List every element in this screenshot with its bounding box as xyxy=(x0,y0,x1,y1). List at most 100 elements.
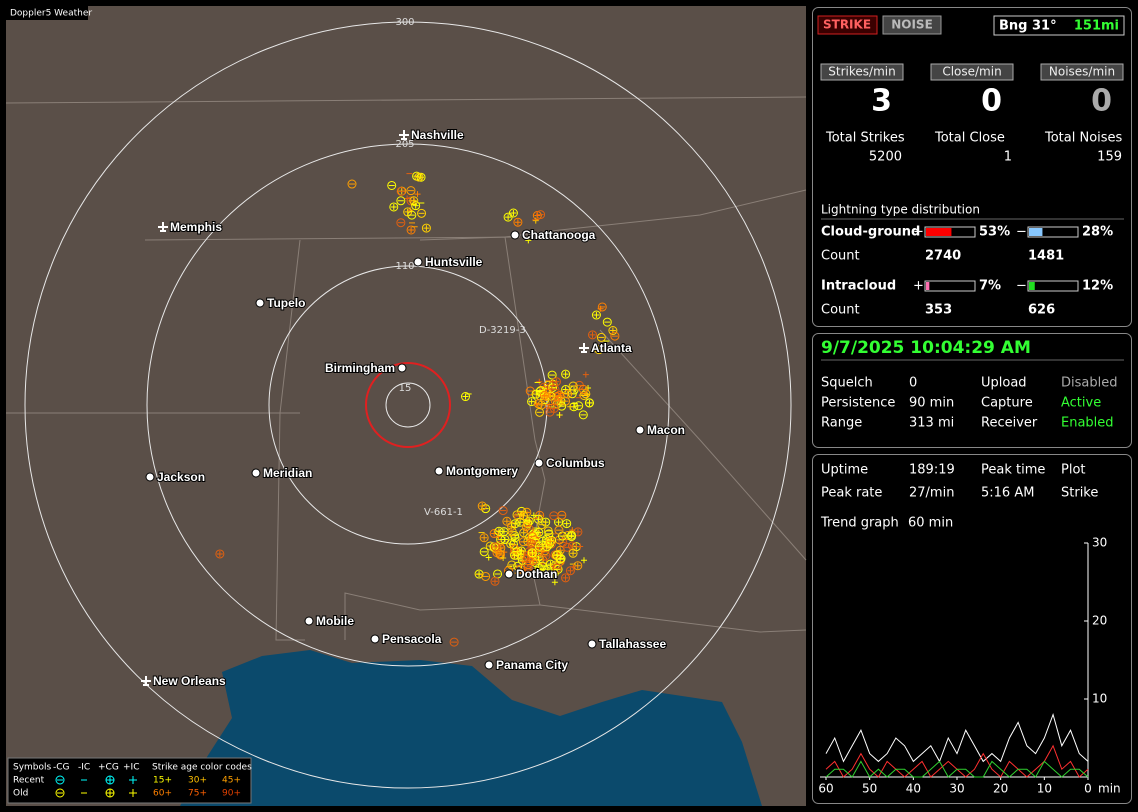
strike-symbol xyxy=(500,554,507,561)
strike-sign xyxy=(552,397,559,404)
strike-ring xyxy=(490,542,500,552)
city-label: Dothan xyxy=(516,567,557,581)
strike-symbol xyxy=(610,331,620,341)
strike-ring xyxy=(215,549,225,559)
strike-symbol xyxy=(568,381,578,391)
strike-ring xyxy=(602,317,612,327)
strike-ring xyxy=(534,527,544,537)
strike-symbol xyxy=(602,317,612,327)
city-dot xyxy=(413,257,423,267)
strike-sign xyxy=(555,519,562,526)
strike-sign xyxy=(593,312,600,319)
setting-text: Enabled xyxy=(1061,416,1114,431)
city-label: Birmingham xyxy=(325,361,395,375)
strike-ring xyxy=(579,391,589,401)
stat-text: Peak time xyxy=(981,463,1045,478)
strike-ring xyxy=(547,370,557,380)
strike-sign xyxy=(526,518,533,525)
strike-symbol xyxy=(551,579,558,586)
strike-sign xyxy=(538,402,545,409)
city-label: Jackson xyxy=(157,470,205,484)
strike-symbol xyxy=(406,186,416,196)
strike-symbol xyxy=(521,522,531,532)
strike-symbol xyxy=(547,370,557,380)
strike-ring xyxy=(479,547,489,557)
bar-track xyxy=(924,280,976,292)
strike-symbol xyxy=(534,541,544,551)
strike-sign xyxy=(390,203,397,210)
rate-header: Noises/min xyxy=(1049,65,1115,79)
count-label: Count xyxy=(821,249,860,264)
total-label: Total Noises xyxy=(1044,131,1123,146)
strike-symbol xyxy=(545,536,555,546)
strike-symbol xyxy=(549,511,559,521)
strike-symbol xyxy=(537,561,547,571)
strike-button-label[interactable]: STRIKE xyxy=(823,18,871,32)
strike-ring xyxy=(539,391,549,401)
strike-symbol xyxy=(495,533,502,540)
strike-sign xyxy=(500,554,507,561)
strike-sign xyxy=(595,346,602,353)
strike-symbol xyxy=(449,637,459,647)
noise-button-label[interactable]: NOISE xyxy=(891,18,933,32)
distribution: Cloud-ground+ −53% 28%Count 2740 1481Intracl… xyxy=(821,225,1113,318)
sign: + xyxy=(913,225,924,240)
legend-text: Recent xyxy=(13,776,45,786)
strike-symbol xyxy=(561,369,571,379)
distribution-title: Lightning type distribution xyxy=(821,203,980,217)
city-dot xyxy=(370,634,380,644)
strike-ring xyxy=(578,410,588,420)
strike-sign xyxy=(557,556,564,563)
ring-label: 205 xyxy=(395,139,414,150)
strike-symbol xyxy=(490,542,500,552)
strike-symbol xyxy=(510,519,520,529)
city-label: Macon xyxy=(647,423,685,437)
strike-symbol xyxy=(567,403,574,410)
setting-text: 313 mi xyxy=(909,416,954,431)
city-label: Nashville xyxy=(411,128,464,142)
storm-label: D-3219-3 xyxy=(479,325,526,336)
noise-button[interactable] xyxy=(882,15,942,35)
strike-symbol xyxy=(396,218,406,228)
strike-ring xyxy=(417,208,427,218)
strike-ring xyxy=(574,401,584,411)
strike-symbol xyxy=(513,217,523,227)
strike-ring xyxy=(510,519,520,529)
strike-symbol xyxy=(569,527,576,534)
strike-ring xyxy=(512,510,522,520)
rate-header-box xyxy=(1040,63,1124,81)
strike-ring xyxy=(406,225,416,235)
strike-symbol xyxy=(567,530,577,540)
strike-ring xyxy=(474,569,484,579)
strike-ring xyxy=(597,302,607,312)
strike-sign xyxy=(512,534,519,541)
ring-label: 110 xyxy=(395,261,414,272)
stat-text: 27/min xyxy=(909,486,954,501)
airport-icon xyxy=(579,343,589,353)
strike-ring xyxy=(536,210,546,220)
strike-symbol xyxy=(580,557,587,564)
strike-button[interactable] xyxy=(817,15,878,35)
pct-label: 7% xyxy=(979,279,1001,294)
age-code: 15+ xyxy=(153,776,172,786)
strike-ring xyxy=(503,212,513,222)
strike-sign xyxy=(535,529,542,536)
strike-ring xyxy=(510,544,520,554)
cities: Nashville Memphis Chattanooga Huntsville Tup… xyxy=(141,127,686,689)
strike-sign xyxy=(568,532,575,539)
total-label: Total Strikes xyxy=(825,131,905,146)
strike-sign xyxy=(532,217,539,224)
old-symbols xyxy=(55,788,137,798)
strike-sign xyxy=(500,528,507,535)
strike-ring xyxy=(554,525,564,535)
strike-sign xyxy=(543,543,550,550)
strike-symbol xyxy=(461,392,471,402)
strike-symbol xyxy=(557,390,564,397)
city-label: Tupelo xyxy=(267,296,305,310)
strike-symbol xyxy=(498,506,508,516)
type-label: Cloud-ground xyxy=(821,225,920,240)
strike-sign xyxy=(501,536,508,543)
strike-symbol xyxy=(535,407,545,417)
strike-ring xyxy=(512,547,522,557)
strike-sign xyxy=(577,543,584,550)
